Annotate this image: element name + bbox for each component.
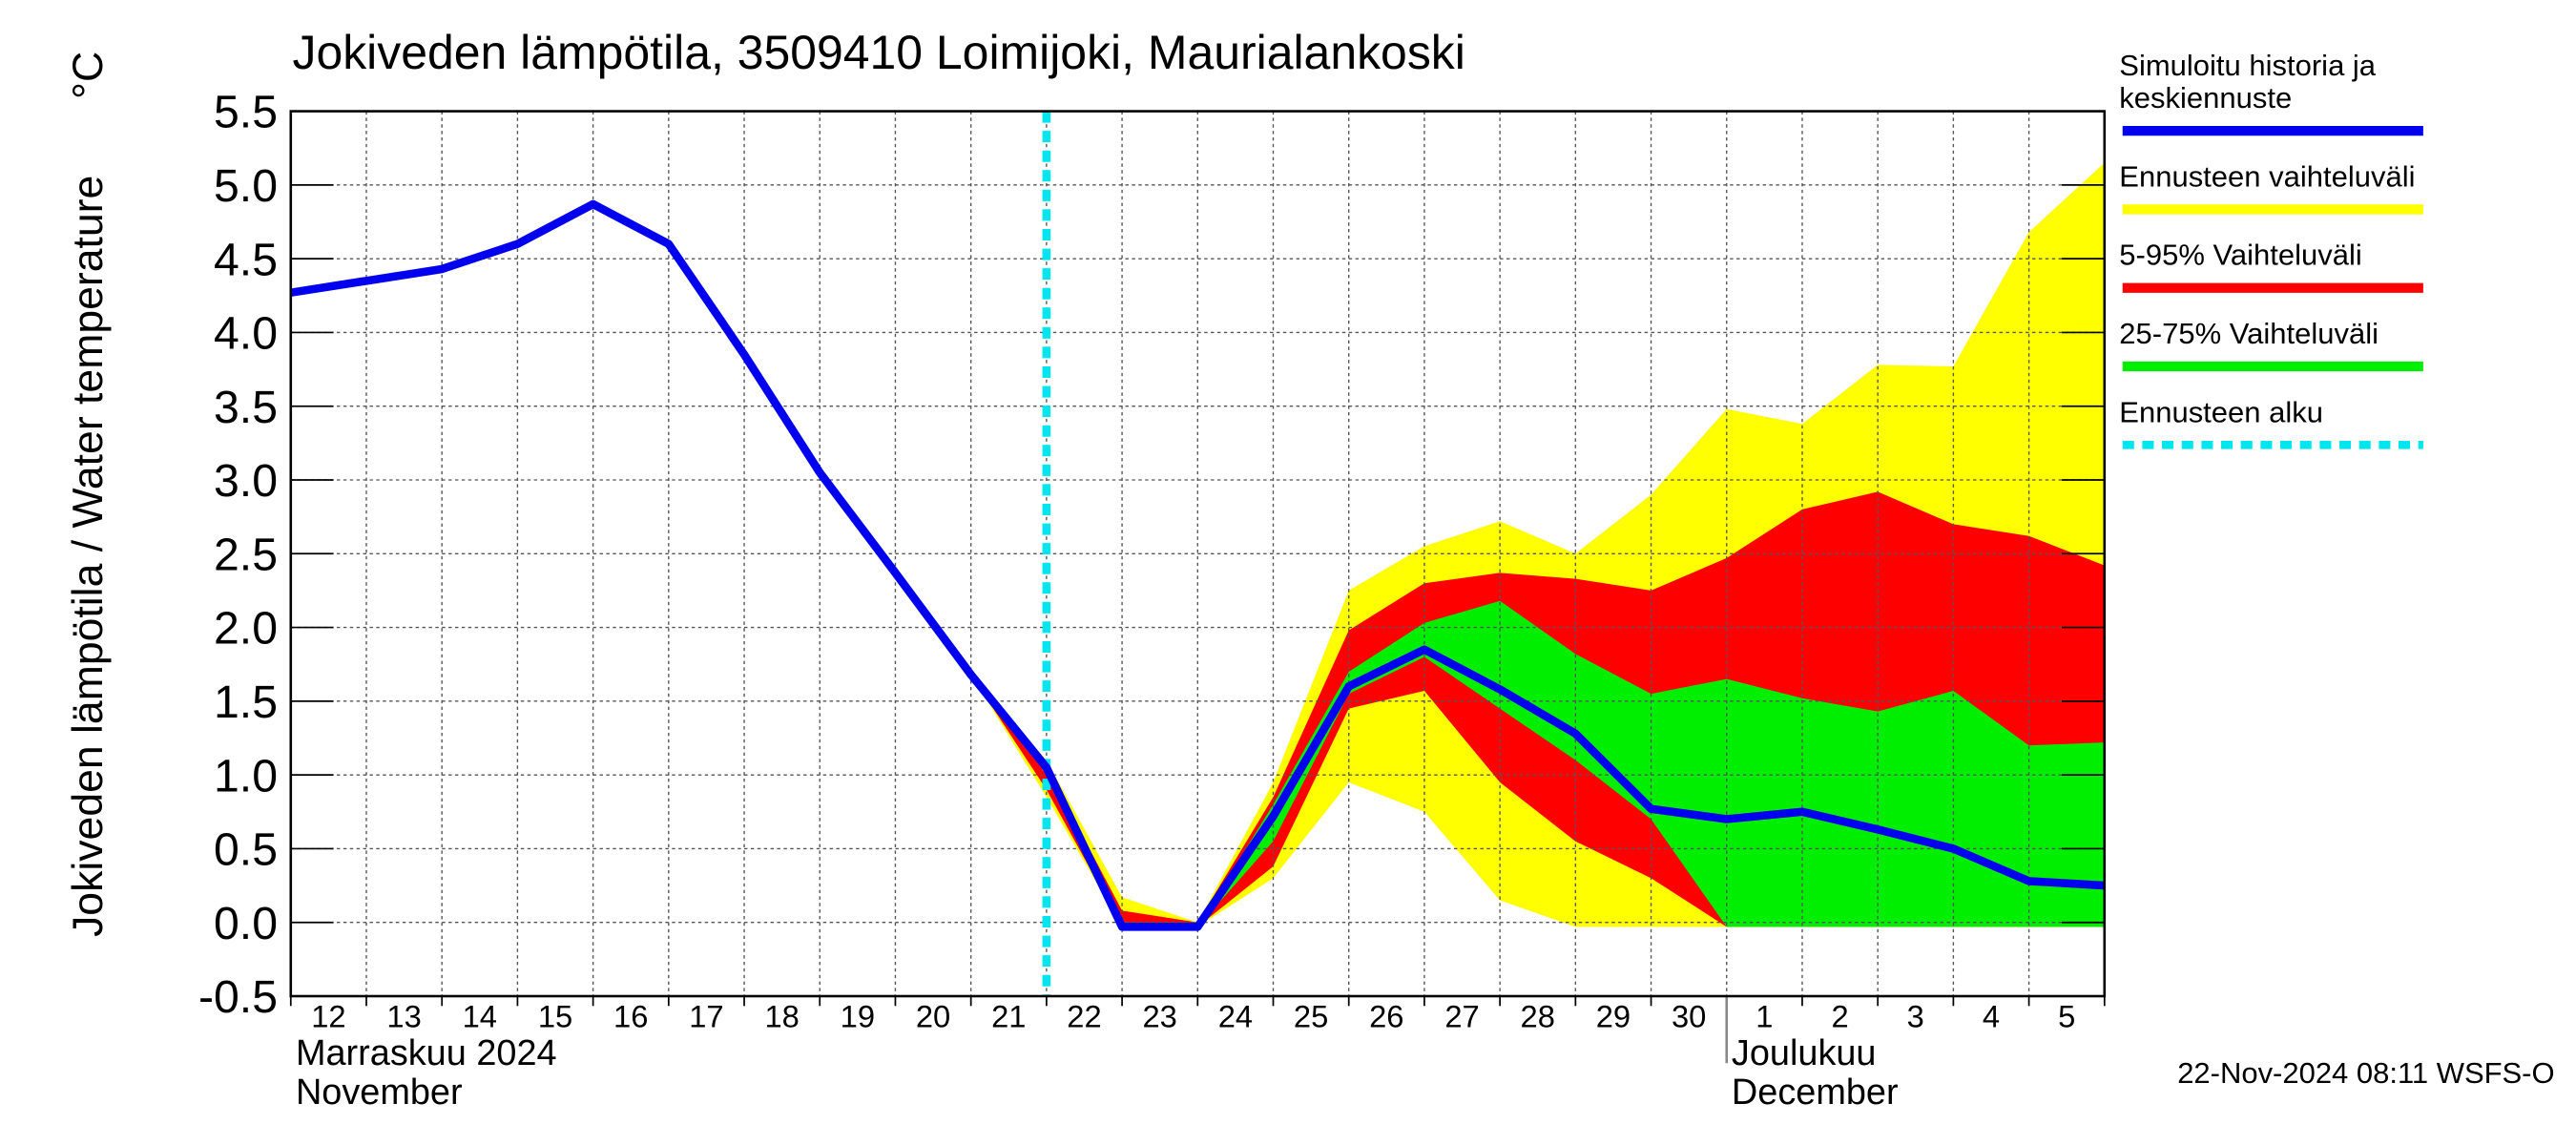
y-axis-unit: °C: [65, 52, 112, 99]
x-tick-label: 3: [1907, 999, 1924, 1034]
x-tick-label: 15: [538, 999, 572, 1034]
month-label: December: [1732, 1072, 1899, 1113]
y-tick-label: 0.5: [214, 824, 278, 876]
legend-entry: Simuloitu historia ja keskiennuste: [2119, 49, 2377, 114]
x-tick-label: 29: [1596, 999, 1631, 1034]
y-tick-label: 2.0: [214, 603, 278, 655]
month-label: Marraskuu 2024: [296, 1033, 557, 1073]
legend-entry: Ennusteen alku: [2119, 395, 2323, 429]
range-band: [1046, 600, 2105, 927]
legend-label: Ennusteen vaihteluväli: [2119, 160, 2416, 194]
x-tick-label: 4: [1983, 999, 2000, 1034]
legend-entry: 5-95% Vaihteluväli: [2119, 239, 2362, 272]
x-tick-label: 28: [1521, 999, 1555, 1034]
y-tick-label: 1.5: [214, 677, 278, 728]
y-tick-label: 3.0: [214, 455, 278, 507]
legend-label: 25-75% Vaihteluväli: [2119, 317, 2379, 350]
y-tick-label: 4.0: [214, 308, 278, 360]
y-tick-label: 1.0: [214, 750, 278, 802]
x-tick-label: 22: [1067, 999, 1101, 1034]
x-tick-label: 20: [916, 999, 950, 1034]
y-tick-label: 3.5: [214, 382, 278, 433]
x-tick-label: 25: [1294, 999, 1328, 1034]
y-tick-label: 4.5: [214, 234, 278, 285]
legend-label: Simuloitu historia ja keskiennuste: [2119, 49, 2377, 114]
plot-area: [970, 162, 2105, 927]
y-tick-label: 0.0: [214, 898, 278, 949]
plot-frame: [289, 110, 2107, 998]
y-tick-label: 2.5: [214, 530, 278, 581]
y-tick-label: 5.0: [214, 160, 278, 212]
y-tick-label: 5.5: [214, 87, 278, 138]
y-tick-label: -0.5: [198, 971, 278, 1023]
x-tick-label: 24: [1218, 999, 1253, 1034]
chart-title: Jokiveden lämpötila, 3509410 Loimijoki, …: [293, 26, 1465, 79]
legend-label: 5-95% Vaihteluväli: [2119, 239, 2362, 272]
median-line: [290, 199, 2106, 931]
x-tick-label: 5: [2058, 999, 2075, 1034]
x-tick-label: 23: [1142, 999, 1176, 1034]
x-tick-label: 14: [463, 999, 497, 1034]
x-tick-label: 26: [1369, 999, 1403, 1034]
x-tick-label: 18: [764, 999, 799, 1034]
x-tick-label: 13: [386, 999, 421, 1034]
x-tick-label: 19: [841, 999, 875, 1034]
y-axis-label: Jokiveden lämpötila / Water temperature: [65, 176, 112, 937]
x-tick-label: 1: [1755, 999, 1773, 1034]
x-tick-label: 30: [1672, 999, 1706, 1034]
legend-label: Ennusteen alku: [2119, 395, 2323, 429]
x-tick-label: 16: [613, 999, 648, 1034]
x-tick-label: 21: [991, 999, 1026, 1034]
legend-entry: Ennusteen vaihteluväli: [2119, 160, 2416, 194]
x-tick-label: 17: [689, 999, 723, 1034]
x-tick-label: 12: [311, 999, 345, 1034]
month-label: Joulukuu: [1732, 1033, 1877, 1073]
x-tick-label: 2: [1831, 999, 1848, 1034]
month-label: November: [296, 1072, 463, 1113]
x-tick-label: 27: [1444, 999, 1479, 1034]
footer: 22-Nov-2024 08:11 WSFS-O: [2177, 1056, 2554, 1090]
legend-entry: 25-75% Vaihteluväli: [2119, 317, 2379, 350]
